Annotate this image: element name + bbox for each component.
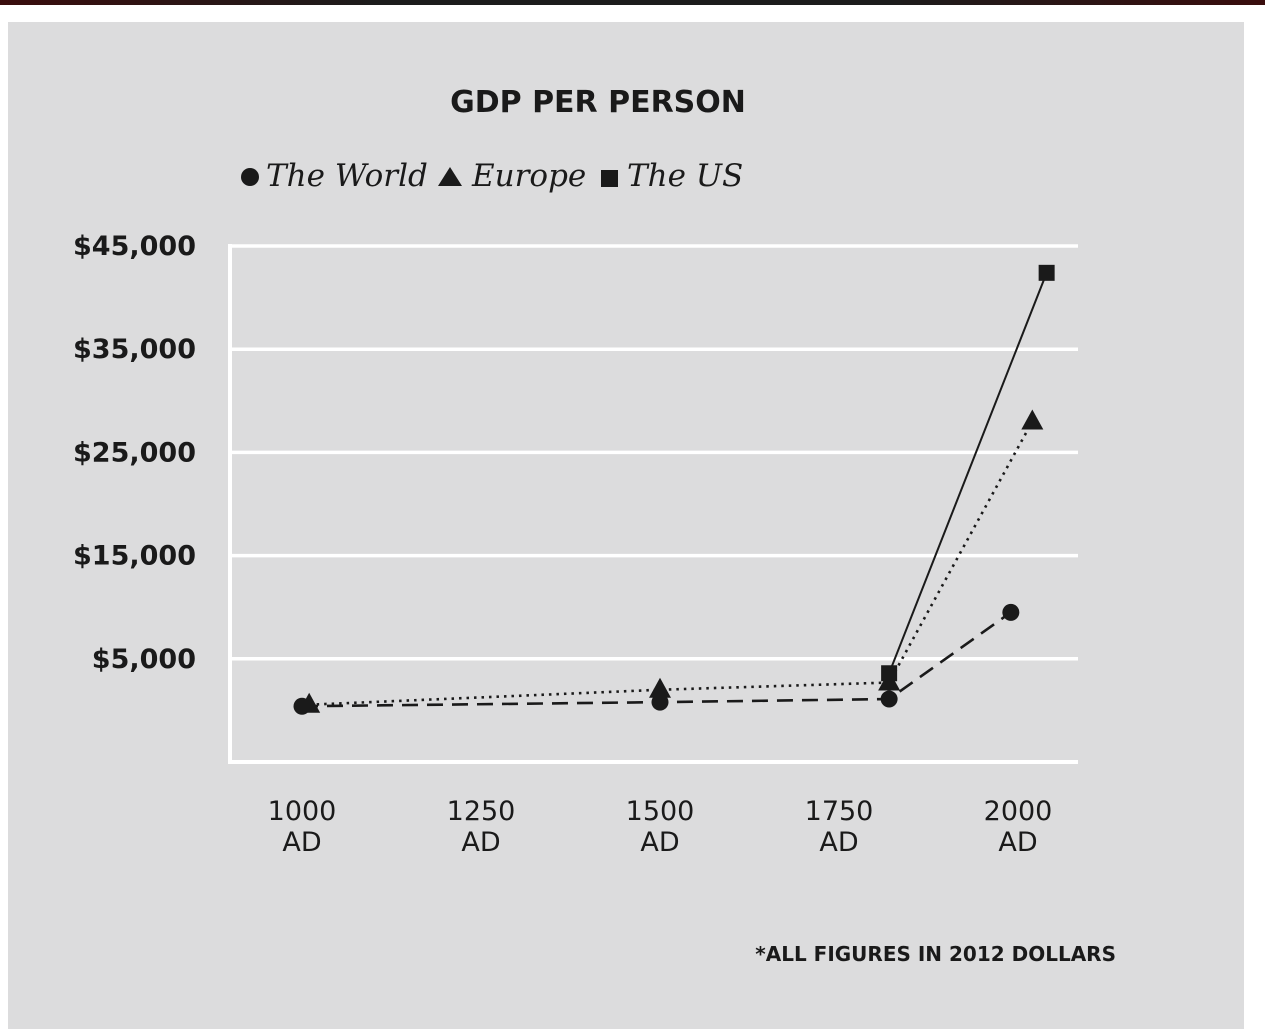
footnote: *ALL FIGURES IN 2012 DOLLARS [755, 942, 1116, 966]
chart-title: GDP PER PERSON [450, 85, 746, 120]
chart-panel [8, 22, 1244, 1029]
series-line-europe [309, 420, 1034, 707]
series-line-the-us [888, 272, 1048, 674]
legend-label-europe: Europe [471, 158, 586, 194]
x-tick-label: 1000 AD [268, 796, 337, 858]
x-tick-label: 1500 AD [626, 796, 695, 858]
legend-square-marker [601, 170, 618, 187]
legend: The World Europe The US [241, 158, 743, 194]
y-tick-label: $25,000 [73, 437, 196, 468]
point-the-world [880, 690, 898, 708]
point-europe [1021, 409, 1044, 430]
y-tick-label: $15,000 [73, 541, 196, 572]
legend-circle-marker [241, 168, 259, 186]
series-line-the-world [301, 611, 1012, 708]
y-tick-label: $45,000 [73, 231, 196, 262]
point-europe [649, 677, 671, 698]
y-tick-label: $35,000 [73, 334, 196, 365]
legend-triangle-marker [438, 167, 462, 186]
point-europe [298, 692, 321, 713]
legend-label-us: The US [627, 158, 743, 194]
point-the-world [1002, 603, 1020, 621]
top-border [0, 0, 1265, 5]
point-the-us [881, 665, 898, 682]
x-axis: 1000 AD 1250 AD 1500 AD 1750 AD 2000 AD [268, 796, 1053, 858]
x-tick-label: 1250 AD [447, 796, 516, 858]
x-tick-label: 1750 AD [805, 796, 874, 858]
y-axis: $5,000 $15,000 $25,000 $35,000 $45,000 [73, 231, 196, 675]
series [293, 264, 1055, 715]
x-tick-label: 2000 AD [984, 796, 1053, 858]
legend-label-world: The World [266, 158, 428, 194]
point-the-world [651, 693, 669, 711]
y-tick-label: $5,000 [92, 644, 196, 675]
point-the-us [1038, 264, 1055, 281]
grid [228, 244, 1078, 764]
